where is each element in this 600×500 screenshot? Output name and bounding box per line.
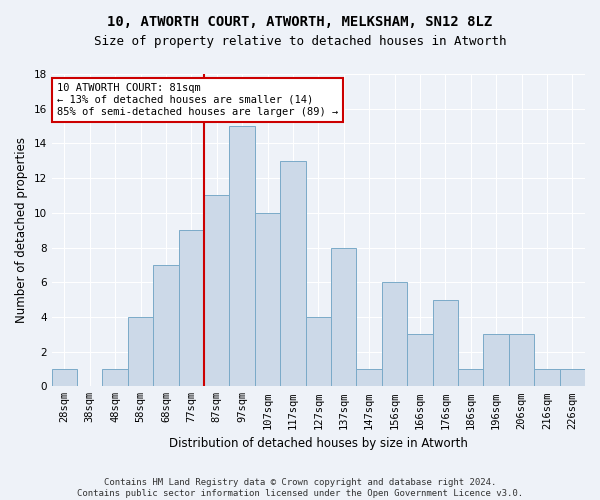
Text: 10 ATWORTH COURT: 81sqm
← 13% of detached houses are smaller (14)
85% of semi-de: 10 ATWORTH COURT: 81sqm ← 13% of detache… <box>57 84 338 116</box>
Bar <box>305 317 331 386</box>
Bar <box>509 334 534 386</box>
Bar <box>484 334 509 386</box>
Bar <box>52 369 77 386</box>
Text: Size of property relative to detached houses in Atworth: Size of property relative to detached ho… <box>94 35 506 48</box>
Bar <box>229 126 255 386</box>
Bar <box>204 196 229 386</box>
Bar <box>255 213 280 386</box>
Text: Contains HM Land Registry data © Crown copyright and database right 2024.
Contai: Contains HM Land Registry data © Crown c… <box>77 478 523 498</box>
Bar <box>153 265 179 386</box>
Bar <box>331 248 356 386</box>
Y-axis label: Number of detached properties: Number of detached properties <box>15 137 28 323</box>
Bar <box>382 282 407 387</box>
Bar <box>103 369 128 386</box>
X-axis label: Distribution of detached houses by size in Atworth: Distribution of detached houses by size … <box>169 437 468 450</box>
Bar <box>407 334 433 386</box>
Bar <box>179 230 204 386</box>
Bar <box>433 300 458 386</box>
Bar <box>534 369 560 386</box>
Bar <box>560 369 585 386</box>
Bar <box>280 161 305 386</box>
Bar <box>356 369 382 386</box>
Text: 10, ATWORTH COURT, ATWORTH, MELKSHAM, SN12 8LZ: 10, ATWORTH COURT, ATWORTH, MELKSHAM, SN… <box>107 15 493 29</box>
Bar <box>458 369 484 386</box>
Bar <box>128 317 153 386</box>
